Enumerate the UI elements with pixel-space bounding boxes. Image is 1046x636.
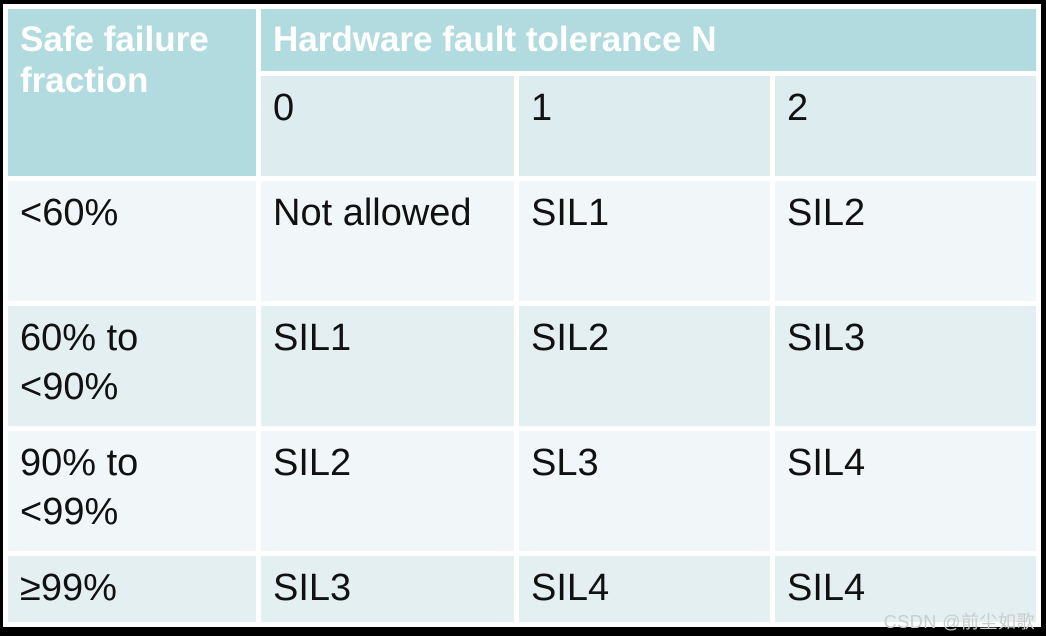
- sil-cell: SIL1: [261, 306, 514, 426]
- row-label: 60% to <90%: [8, 306, 256, 426]
- hft-column-header-0: 0: [261, 76, 514, 176]
- sil-cell: SIL2: [775, 181, 1036, 301]
- sil-determination-table: Safe failure fraction Hardware fault tol…: [3, 4, 1041, 627]
- sil-cell: SIL1: [519, 181, 770, 301]
- sil-cell: SIL3: [261, 556, 514, 622]
- table-row-sff-ge99: ≥99% SIL3 SIL4 SIL4: [8, 556, 1036, 622]
- row-label: <60%: [8, 181, 256, 301]
- table-canvas: Safe failure fraction Hardware fault tol…: [3, 4, 1041, 627]
- row-label: 90% to <99%: [8, 431, 256, 551]
- sil-cell: SIL4: [775, 431, 1036, 551]
- sil-cell: SIL3: [775, 306, 1036, 426]
- header-row: Safe failure fraction Hardware fault tol…: [8, 9, 1036, 176]
- sil-cell: SL3: [519, 431, 770, 551]
- hft-subheader-row: 0 1 2: [8, 76, 1036, 176]
- group-header-cell: Hardware fault tolerance N: [261, 9, 1036, 71]
- table-row-sff-lt60: <60% Not allowed SIL1 SIL2: [8, 181, 1036, 301]
- corner-header-cell: Safe failure fraction: [8, 9, 256, 176]
- table-row-sff-90-99: 90% to <99% SIL2 SL3 SIL4: [8, 431, 1036, 551]
- hft-column-header-1: 1: [519, 76, 770, 176]
- hft-column-header-2: 2: [775, 76, 1036, 176]
- table-row-sff-60-90: 60% to <90% SIL1 SIL2 SIL3: [8, 306, 1036, 426]
- sil-cell: SIL4: [519, 556, 770, 622]
- row-label: ≥99%: [8, 556, 256, 622]
- sil-cell: SIL2: [519, 306, 770, 426]
- sil-cell: Not allowed: [261, 181, 514, 301]
- sil-cell: SIL4: [775, 556, 1036, 622]
- sil-cell: SIL2: [261, 431, 514, 551]
